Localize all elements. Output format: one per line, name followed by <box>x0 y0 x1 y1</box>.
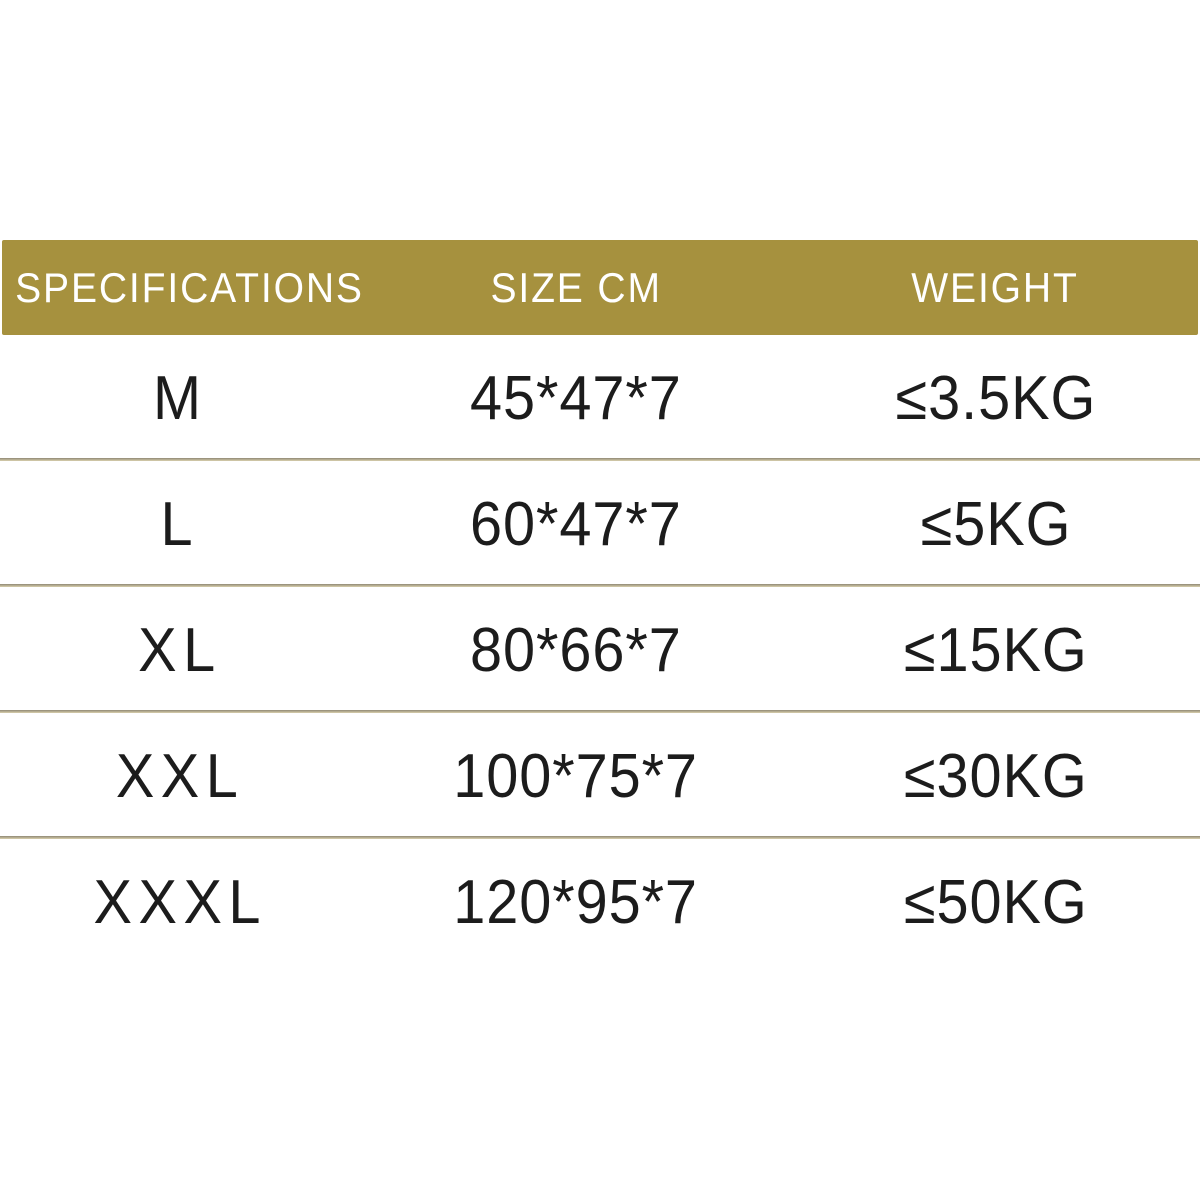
spec-table: SPECIFICATIONS SIZE CM WEIGHT M 45*47*7 … <box>0 240 1200 965</box>
weight-value: ≤5KG <box>920 489 1072 559</box>
weight-cell: ≤50KG <box>792 867 1200 938</box>
header-cell-size-cm: SIZE CM <box>361 264 792 312</box>
weight-cell: ≤3.5KG <box>792 363 1200 434</box>
size-value: 120*95*7 <box>453 867 699 937</box>
weight-value: ≤15KG <box>904 615 1088 685</box>
size-cell: 80*66*7 <box>360 615 792 686</box>
spec-value: XXL <box>115 741 245 811</box>
weight-cell: ≤5KG <box>792 489 1200 560</box>
size-cell: 120*95*7 <box>360 867 792 938</box>
size-cell: 100*75*7 <box>360 741 792 812</box>
size-value: 100*75*7 <box>453 741 699 811</box>
header-cell-weight: WEIGHT <box>791 264 1198 312</box>
spec-value: M <box>152 363 208 433</box>
header-cell-specifications: SPECIFICATIONS <box>2 263 364 312</box>
spec-cell: XXXL <box>0 867 360 938</box>
weight-cell: ≤15KG <box>792 615 1200 686</box>
size-cell: 45*47*7 <box>360 363 792 434</box>
spec-cell: XXL <box>0 741 360 812</box>
table-row: L 60*47*7 ≤5KG <box>0 461 1200 587</box>
table-row: XL 80*66*7 ≤15KG <box>0 587 1200 713</box>
header-label-size-cm: SIZE CM <box>490 263 662 311</box>
spec-cell: XL <box>0 615 360 686</box>
table-header: SPECIFICATIONS SIZE CM WEIGHT <box>2 240 1198 335</box>
weight-value: ≤3.5KG <box>895 363 1097 433</box>
size-value: 60*47*7 <box>470 489 682 559</box>
spec-cell: M <box>0 363 360 434</box>
table-row: XXXL 120*95*7 ≤50KG <box>0 839 1200 965</box>
table-body: M 45*47*7 ≤3.5KG L 60*47*7 ≤5KG <box>0 335 1200 965</box>
header-label-specifications: SPECIFICATIONS <box>15 263 364 311</box>
weight-cell: ≤30KG <box>792 741 1200 812</box>
size-cell: 60*47*7 <box>360 489 792 560</box>
size-value: 45*47*7 <box>470 363 682 433</box>
table-row: M 45*47*7 ≤3.5KG <box>0 335 1200 461</box>
weight-value: ≤30KG <box>904 741 1088 811</box>
weight-value: ≤50KG <box>904 867 1088 937</box>
spec-value: L <box>160 489 200 559</box>
table-row: XXL 100*75*7 ≤30KG <box>0 713 1200 839</box>
spec-value: XXXL <box>93 867 267 937</box>
header-label-weight: WEIGHT <box>910 263 1079 311</box>
spec-value: XL <box>138 615 222 685</box>
size-value: 80*66*7 <box>470 615 682 685</box>
spec-cell: L <box>0 489 360 560</box>
